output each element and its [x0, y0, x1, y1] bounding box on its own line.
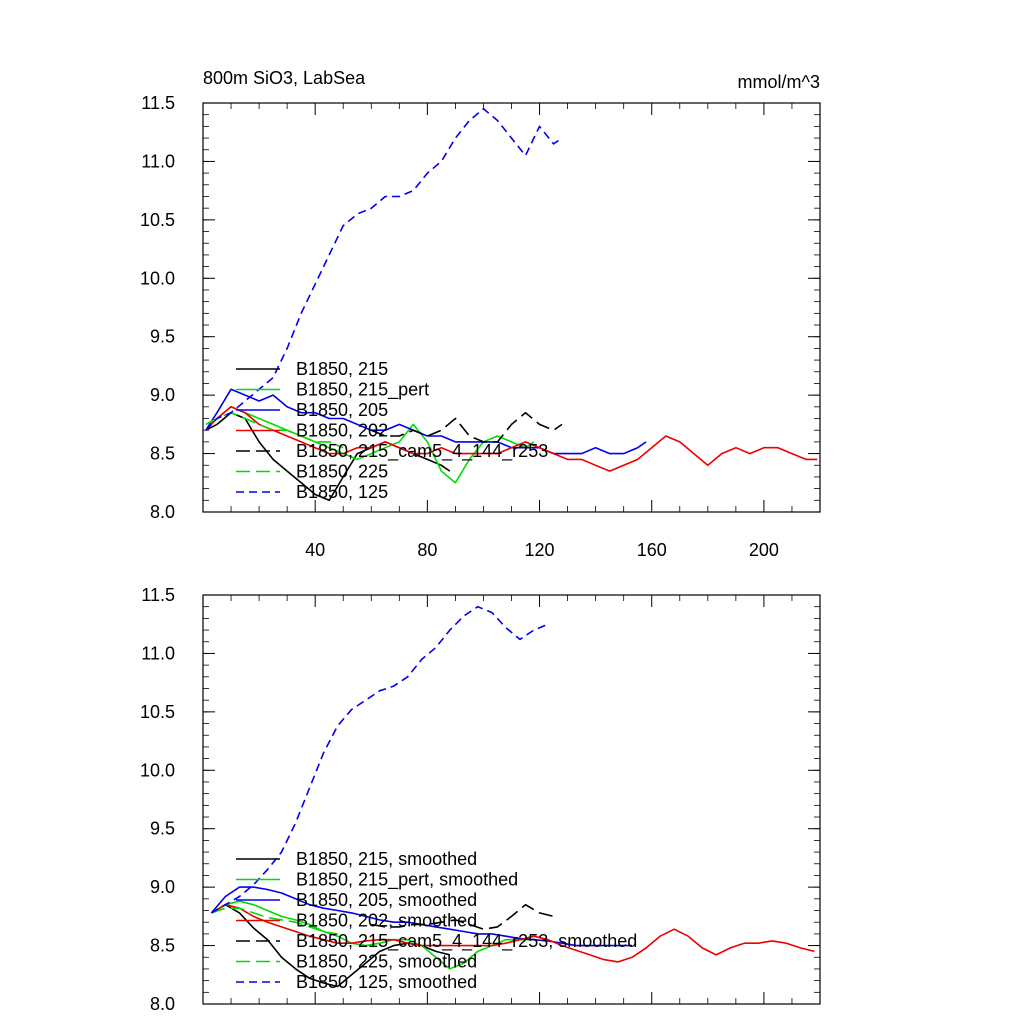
top-series-group [205, 108, 818, 502]
legend-label: B1850, 205, smoothed [296, 890, 477, 910]
y-tick-label: 8.5 [150, 444, 175, 464]
legend-label: B1850, 215, smoothed [296, 849, 477, 869]
legend-label: B1850, 215_pert [296, 380, 429, 401]
legend-label: B1850, 215_cam5_4_144_r253 [296, 441, 548, 462]
bottom-axis-ticks: 8.0 8.5 9.0 9.5 10.0 10.5 11.0 11.5 [140, 585, 820, 1014]
y-tick-label: 11.5 [141, 93, 175, 113]
x-tick-label: 160 [637, 540, 667, 560]
legend-label: B1850, 202 [296, 421, 388, 441]
series-line-1 [210, 900, 534, 970]
top-axis-ticks: 8.0 8.5 9.0 9.5 10.0 10.5 11.0 11.5 40 80 120 160 20… [140, 93, 820, 560]
legend-label: B1850, 225, smoothed [296, 952, 477, 972]
x-tick-label: 200 [749, 540, 779, 560]
y-tick-label: 8.5 [150, 936, 175, 956]
y-tick-label: 9.0 [150, 877, 175, 897]
y-tick-label: 10.0 [140, 760, 175, 780]
legend-label: B1850, 205 [296, 400, 388, 420]
bottom-series-group [210, 605, 815, 988]
y-tick-label: 10.5 [140, 210, 175, 230]
y-tick-label: 9.0 [150, 385, 175, 405]
series-line-4 [371, 903, 554, 931]
series-line-3 [205, 405, 818, 472]
y-tick-label: 11.0 [141, 643, 175, 663]
x-tick-label: 120 [525, 540, 555, 560]
x-tick-label: 40 [305, 540, 325, 560]
series-line-6 [210, 605, 549, 914]
top-panel: 800m SiO3, LabSea mmol/m^3 8.0 8.5 9.0 9.5 1… [140, 68, 821, 560]
bottom-panel: 8.0 8.5 9.0 9.5 10.0 10.5 11.0 11.5 B1850, 215,… [140, 585, 821, 1014]
legend-label: B1850, 125, smoothed [296, 972, 477, 992]
series-line-6 [205, 108, 563, 431]
y-tick-label: 8.0 [150, 994, 175, 1014]
series-line-2 [205, 388, 647, 455]
y-tick-label: 9.5 [150, 819, 175, 839]
series-line-5 [211, 907, 338, 935]
y-tick-label: 11.0 [141, 151, 175, 171]
legend-label: B1850, 125 [296, 482, 388, 502]
y-tick-label: 10.5 [140, 702, 175, 722]
y-tick-label: 8.0 [150, 502, 175, 522]
legend-label: B1850, 215_pert, smoothed [296, 870, 518, 891]
x-tick-label: 80 [417, 540, 437, 560]
legend-label: B1850, 215_cam5_4_144_r253, smoothed [296, 931, 637, 952]
chart-title: 800m SiO3, LabSea [203, 68, 366, 88]
series-line-3 [210, 903, 815, 963]
y-tick-label: 11.5 [141, 585, 175, 605]
y-tick-label: 10.0 [140, 268, 175, 288]
y-tick-label: 9.5 [150, 327, 175, 347]
legend-label: B1850, 202, smoothed [296, 911, 477, 931]
legend-label: B1850, 215 [296, 359, 388, 379]
legend-label: B1850, 225 [296, 462, 388, 482]
units-label: mmol/m^3 [738, 72, 820, 92]
